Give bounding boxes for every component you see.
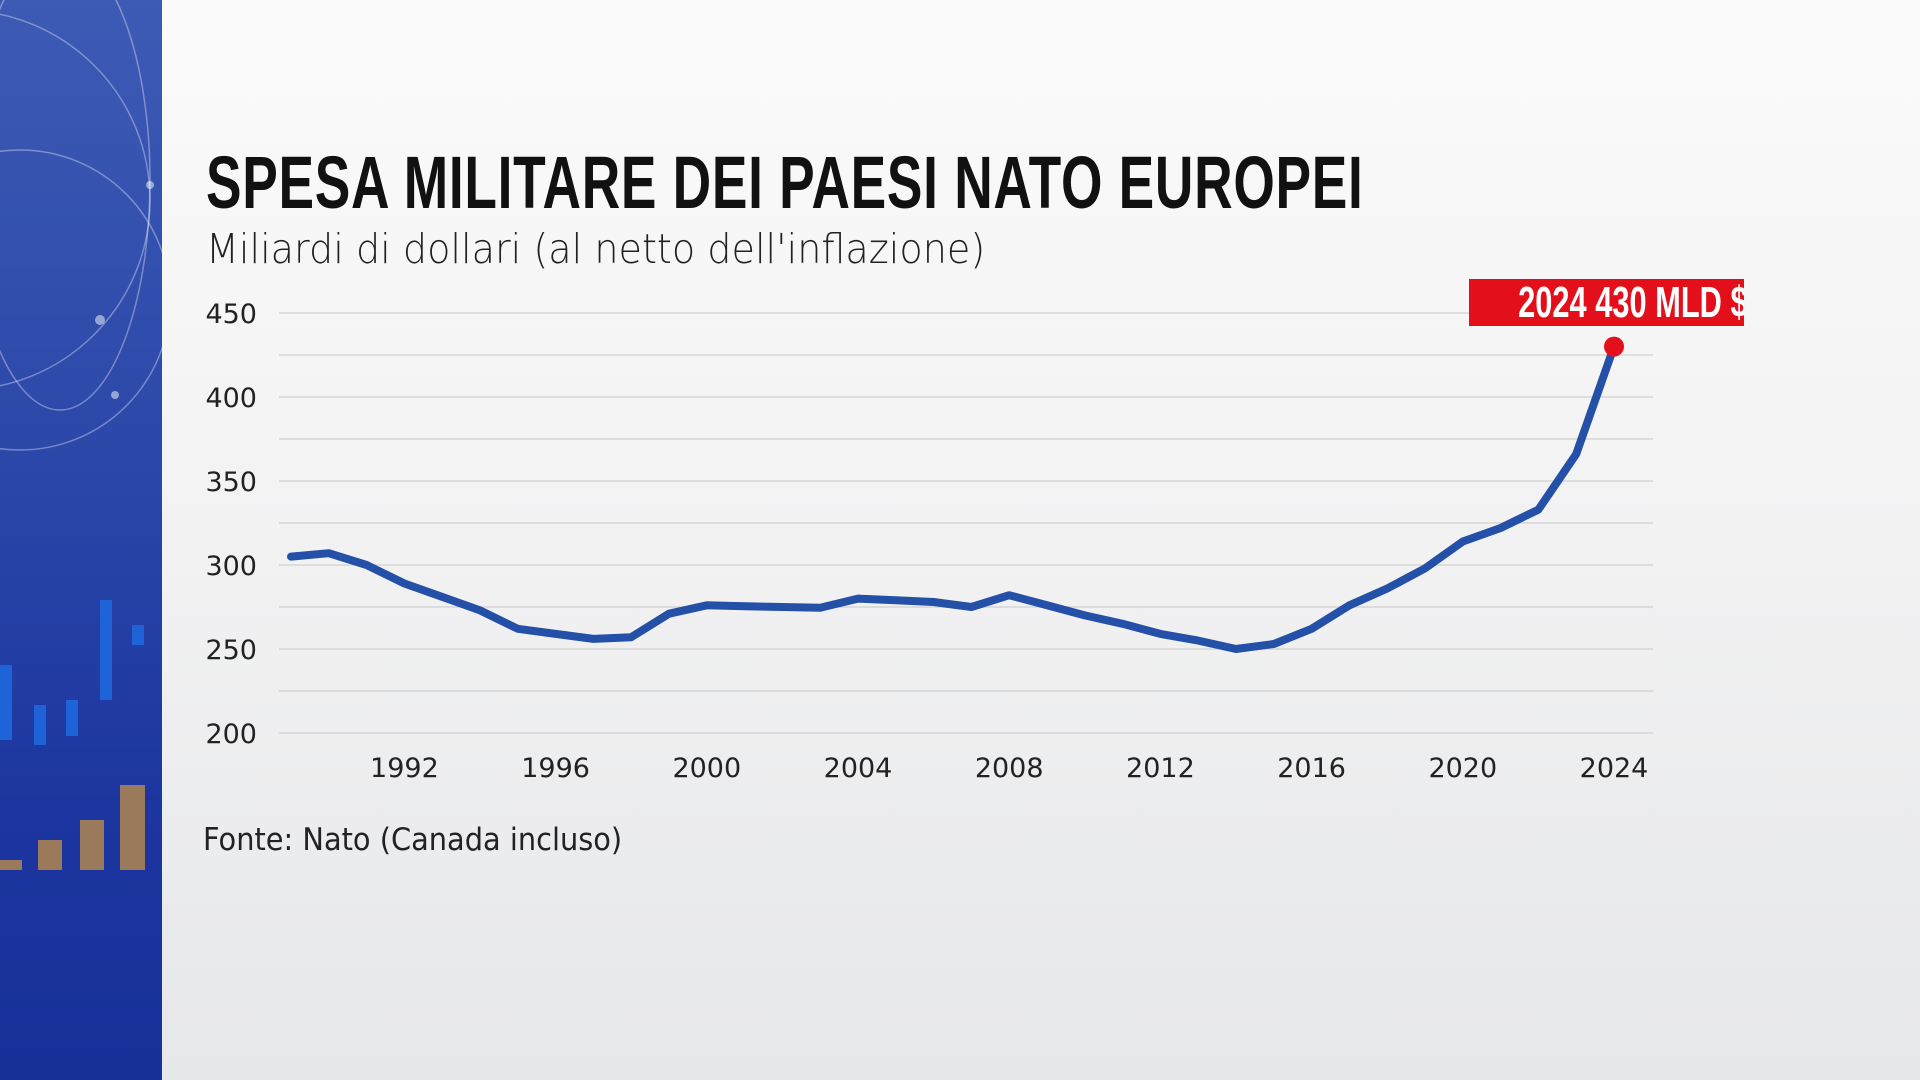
decorative-network-graphic: [0, 0, 162, 870]
decorative-side-strip: [0, 0, 162, 1080]
y-tick-label: 400: [205, 383, 257, 414]
x-tick-label: 2016: [1277, 753, 1346, 784]
x-tick-label: 2008: [975, 753, 1044, 784]
x-tick-label: 2020: [1428, 753, 1497, 784]
callout-text: 2024 430 MLD $: [1518, 279, 1744, 326]
chart-title: SPESA MILITARE DEI PAESI NATO EUROPEI: [206, 141, 1364, 224]
y-tick-label: 200: [205, 719, 257, 750]
source-note: Fonte: Nato (Canada incluso): [203, 822, 623, 858]
highlight-point: [1604, 336, 1624, 357]
series-line: [287, 342, 1618, 653]
y-axis-ticks: 200 250 300 350 400 450: [205, 299, 257, 750]
y-tick-label: 350: [205, 467, 257, 498]
highlight-callout: 2024 430 MLD $: [1469, 279, 1744, 326]
x-tick-label: 2024: [1580, 753, 1649, 784]
x-tick-label: 1992: [370, 753, 439, 784]
y-tick-label: 450: [205, 299, 257, 330]
x-tick-label: 1996: [521, 753, 590, 784]
y-tick-label: 250: [205, 635, 257, 666]
gridlines: [279, 312, 1653, 734]
x-tick-label: 2004: [824, 753, 893, 784]
x-tick-label: 2012: [1126, 753, 1195, 784]
chart-subtitle: Miliardi di dollari (al netto dell'infla…: [206, 225, 986, 273]
y-tick-label: 300: [205, 551, 257, 582]
data-points: [290, 336, 1624, 650]
x-tick-label: 2000: [672, 753, 741, 784]
x-axis-ticks: 1992 1996 2000 2004 2008 2012 2016 2020 2024: [370, 753, 1648, 784]
